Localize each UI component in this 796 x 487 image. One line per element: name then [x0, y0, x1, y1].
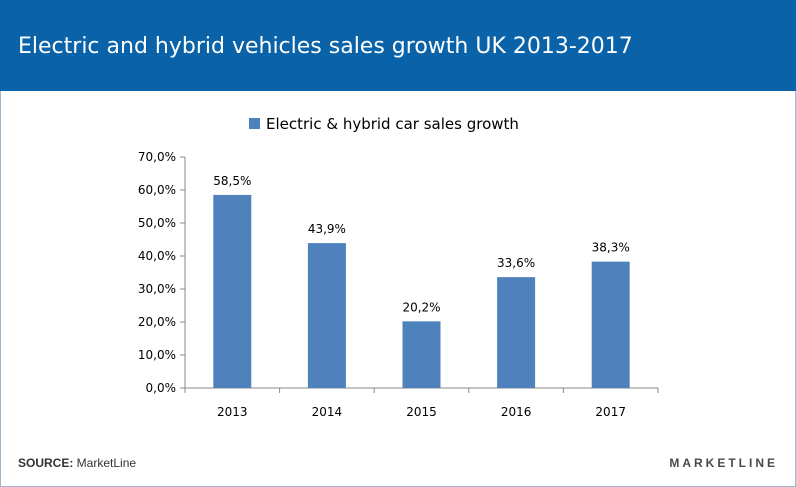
data-label: 33,6% [497, 256, 535, 270]
y-tick-label: 0,0% [146, 381, 177, 395]
marketline-logo: MARKETLINE [669, 456, 778, 470]
y-tick-label: 30,0% [138, 282, 176, 296]
x-tick-label: 2014 [312, 405, 343, 419]
data-label: 43,9% [308, 222, 346, 236]
x-tick-label: 2016 [501, 405, 532, 419]
y-tick-label: 70,0% [138, 150, 176, 164]
bar [497, 277, 536, 388]
y-tick-label: 50,0% [138, 216, 176, 230]
data-label: 20,2% [402, 300, 440, 314]
bar [213, 194, 252, 388]
bar [591, 261, 630, 388]
x-tick-label: 2015 [406, 405, 437, 419]
x-tick-label: 2013 [217, 405, 248, 419]
bar-chart: 0,0% 10,0% 20,0% 30,0% 40,0% 50,0% 60,0% 70,0% 5… [138, 115, 659, 419]
source-note: SOURCE: MarketLine [18, 456, 136, 470]
y-tick-label: 10,0% [138, 348, 176, 362]
bar [402, 321, 441, 388]
chart-title: Electric and hybrid vehicles sales growt… [18, 34, 633, 59]
y-tick-label: 40,0% [138, 249, 176, 263]
x-tick-label: 2017 [595, 405, 626, 419]
source-label: SOURCE: [18, 456, 74, 470]
bar [307, 243, 346, 388]
source-value: MarketLine [73, 456, 137, 470]
data-label: 38,3% [592, 241, 630, 255]
y-tick-label: 20,0% [138, 315, 176, 329]
data-label: 58,5% [213, 174, 251, 188]
y-tick-label: 60,0% [138, 183, 176, 197]
legend-swatch [249, 118, 260, 129]
legend-label: Electric & hybrid car sales growth [266, 115, 519, 133]
title-banner: Electric and hybrid vehicles sales growt… [0, 0, 796, 91]
